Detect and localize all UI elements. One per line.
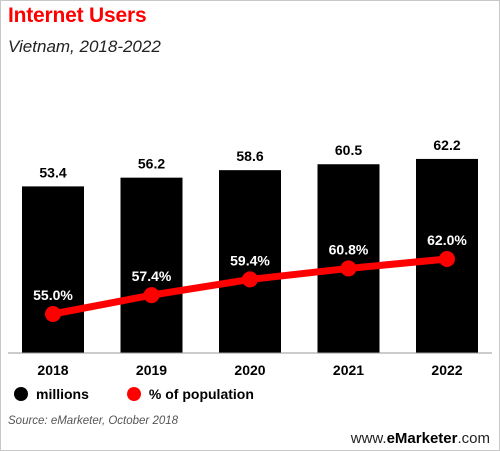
x-tick-label-2022: 2022 <box>431 362 462 378</box>
legend: millions % of population <box>14 386 292 402</box>
percent-point-2021 <box>340 260 357 277</box>
percent-label-2018: 55.0% <box>33 287 73 303</box>
brand-suffix: .com <box>457 430 490 447</box>
percent-label-2020: 59.4% <box>230 252 270 268</box>
x-tick-label-2020: 2020 <box>234 362 265 378</box>
chart-subtitle: Vietnam, 2018-2022 <box>8 37 161 56</box>
x-axis-labels: 2018 2019 2020 2021 2022 <box>37 362 462 378</box>
legend-swatch-millions <box>14 387 28 401</box>
legend-item-millions: millions <box>14 386 89 402</box>
bar-value-label-2019: 56.2 <box>138 156 165 172</box>
bar-2021 <box>317 164 380 353</box>
line-layer: 55.0% 57.4% 59.4% 60.8% 62.0% <box>33 232 467 322</box>
legend-label-percent: % of population <box>148 386 254 402</box>
x-tick-label-2018: 2018 <box>37 362 68 378</box>
percent-point-2020 <box>242 271 258 288</box>
x-tick-label-2021: 2021 <box>333 362 364 378</box>
bar-value-label-2018: 53.4 <box>39 164 66 180</box>
bar-value-label-2022: 62.2 <box>433 137 460 153</box>
legend-label-millions: millions <box>36 386 89 402</box>
bar-value-label-2021: 60.5 <box>335 142 362 158</box>
x-tick-label-2019: 2019 <box>136 362 167 378</box>
percent-label-2019: 57.4% <box>132 268 172 284</box>
bar-2018 <box>22 186 84 353</box>
percent-label-2022: 62.0% <box>427 232 467 248</box>
bar-value-label-2020: 58.6 <box>236 148 263 164</box>
brand-name: eMarketer <box>386 430 458 447</box>
chart-title: Internet Users <box>8 4 147 27</box>
source-note: Source: eMarketer, October 2018 <box>8 415 179 427</box>
percent-point-2022 <box>439 251 455 267</box>
percent-point-2018 <box>45 306 61 322</box>
percent-point-2019 <box>143 287 160 304</box>
legend-swatch-percent <box>126 387 141 401</box>
brand-prefix: www. <box>350 430 387 447</box>
brand-url[interactable]: www.eMarketer.com <box>351 430 490 447</box>
bar-2019 <box>120 177 183 353</box>
percent-label-2021: 60.8% <box>329 241 369 257</box>
bars-layer: 53.4 56.2 58.6 60.5 62.2 <box>22 137 478 353</box>
bar-2020 <box>219 170 281 353</box>
legend-item-percent: % of population <box>126 386 254 402</box>
